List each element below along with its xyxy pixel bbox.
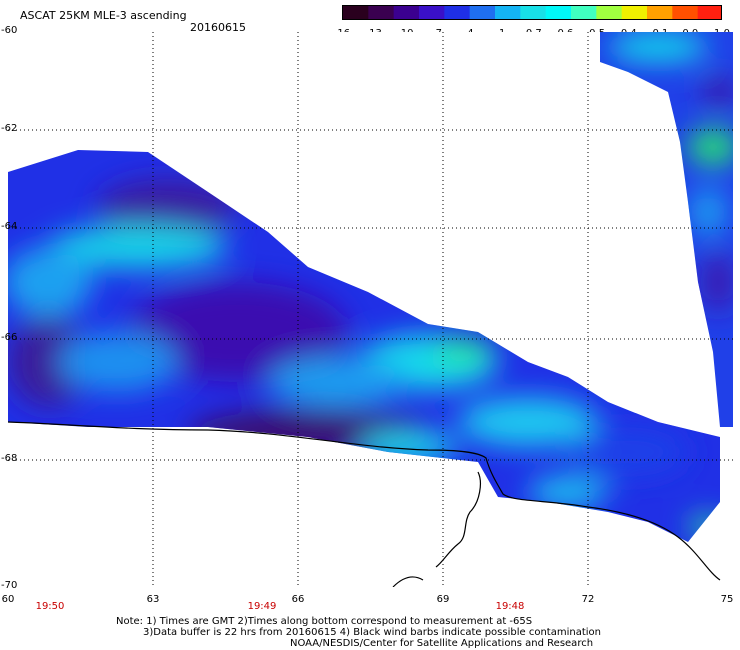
- colorbar-swatch: [672, 6, 699, 19]
- x-axis-label: 60: [1, 594, 15, 605]
- colorbar: [342, 5, 722, 20]
- map-date: 20160615: [190, 21, 246, 34]
- colorbar-swatch: [571, 6, 597, 19]
- colorbar-swatch: [520, 6, 547, 19]
- time-label: 19:49: [247, 601, 277, 612]
- colorbar-swatch: [368, 6, 395, 19]
- x-axis-label: 66: [291, 594, 305, 605]
- x-axis-label: 63: [146, 594, 160, 605]
- y-axis-label: -62: [1, 123, 18, 134]
- colorbar-swatch: [444, 6, 471, 19]
- colorbar-swatch: [393, 6, 420, 19]
- colorbar-swatch: [469, 6, 496, 19]
- x-axis-label: 75: [720, 594, 734, 605]
- y-axis-label: -60: [1, 25, 18, 36]
- map-title: ASCAT 25KM MLE-3 ascending: [20, 9, 187, 22]
- colorbar-swatch: [697, 6, 721, 19]
- note-line-3: NOAA/NESDIS/Center for Satellite Applica…: [290, 638, 594, 649]
- colorbar-swatch: [495, 6, 521, 19]
- y-axis-label: -70: [1, 580, 18, 591]
- swath-map: [8, 32, 733, 587]
- colorbar-swatch: [545, 6, 572, 19]
- colorbar-swatch: [647, 6, 673, 19]
- main-swath: [8, 150, 720, 542]
- y-axis-label: -66: [1, 332, 18, 343]
- gridlines: [8, 32, 733, 587]
- colorbar-swatch: [419, 6, 445, 19]
- note-line-2: 3)Data buffer is 22 hrs from 20160615 4)…: [143, 627, 601, 638]
- colorbar-swatch: [596, 6, 623, 19]
- y-axis-label: -68: [1, 453, 18, 464]
- note-line-1: Note: 1) Times are GMT 2)Times along bot…: [116, 616, 533, 627]
- x-axis-label: 69: [436, 594, 450, 605]
- x-axis-label: 72: [581, 594, 595, 605]
- colorbar-swatch: [621, 6, 648, 19]
- y-axis-label: -64: [1, 221, 18, 232]
- time-label: 19:50: [35, 601, 65, 612]
- time-label: 19:48: [495, 601, 525, 612]
- colorbar-swatch: [343, 6, 369, 19]
- coastline: [8, 421, 721, 587]
- right-swath-strip: [600, 32, 733, 427]
